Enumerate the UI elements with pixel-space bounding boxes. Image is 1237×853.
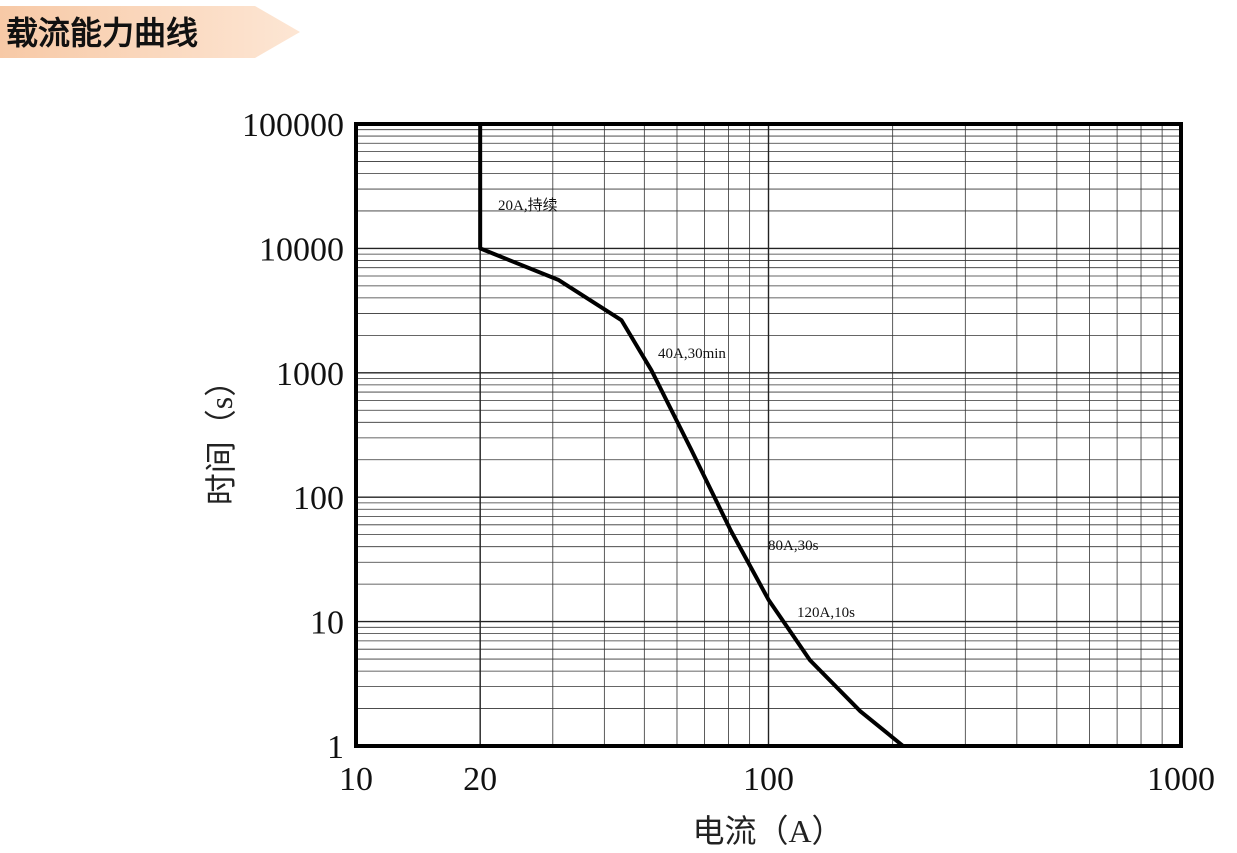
x-tick-label: 1000: [1147, 761, 1215, 798]
x-tick-label: 20: [463, 761, 497, 798]
x-tick-label: 10: [339, 761, 373, 798]
x-tick-label: 100: [743, 761, 794, 798]
plot-frame: [354, 122, 1183, 748]
title-banner: [0, 6, 300, 58]
annotation: 80A,30s: [768, 538, 819, 554]
chart-title: 载流能力曲线: [6, 14, 198, 52]
y-tick-label: 10: [310, 605, 344, 642]
y-tick-label: 1000: [276, 356, 344, 393]
x-axis-label: 电流（A）: [692, 813, 843, 849]
y-tick-label: 100000: [242, 107, 344, 144]
y-axis-label: 时间（s）: [203, 365, 239, 505]
y-tick-label: 1: [327, 729, 344, 766]
y-tick-label: 100: [293, 480, 344, 517]
annotation: 20A,持续: [498, 197, 558, 214]
annotation: 40A,30min: [658, 346, 726, 362]
y-tick-label: 10000: [259, 231, 344, 268]
line-series: [478, 124, 905, 748]
annotation: 120A,10s: [797, 605, 855, 621]
